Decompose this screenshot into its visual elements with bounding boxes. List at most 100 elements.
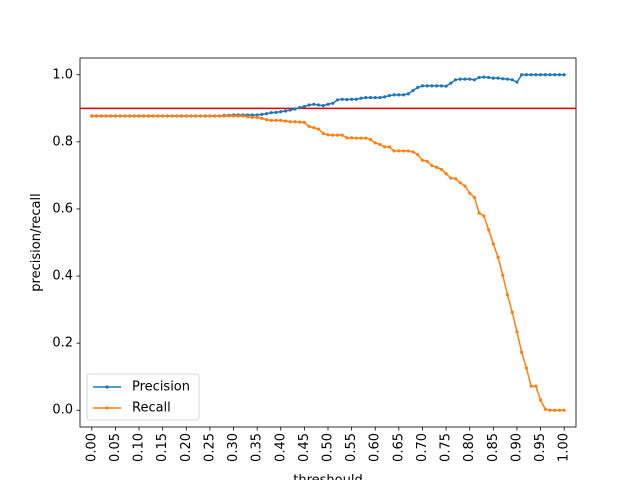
x-tick-label: 0.20 [179, 433, 194, 462]
x-axis: 0.00 0.05 0.10 0.15 0.20 0.25 0.30 0.35 0.40 0.45… [84, 427, 572, 462]
recall-point [307, 124, 311, 129]
y-tick-label: 0.0 [52, 403, 73, 418]
recall-point [170, 114, 174, 118]
precision-point [331, 101, 335, 105]
recall-point [198, 114, 203, 118]
recall-point [184, 114, 188, 118]
precision-point [463, 77, 467, 81]
recall-point [208, 114, 212, 118]
recall-point [463, 184, 467, 188]
recall-point [316, 127, 321, 131]
recall-point [175, 114, 179, 118]
precision-point [515, 80, 519, 84]
recall-legend-marker [105, 406, 109, 410]
recall-point [250, 115, 255, 119]
recall-point [331, 133, 335, 137]
recall-point [321, 131, 325, 136]
recall-point [312, 126, 316, 130]
recall-point [264, 118, 269, 122]
precision-point [279, 110, 283, 114]
recall-point [246, 115, 250, 119]
precision-point [359, 96, 363, 100]
recall-point [520, 350, 524, 354]
recall-point [283, 119, 288, 123]
precision-point [250, 113, 255, 117]
x-axis-label: threshould [293, 473, 362, 480]
recall-point [501, 273, 505, 277]
precision-point [487, 75, 491, 80]
precision-point [444, 84, 448, 88]
recall-point [123, 114, 127, 118]
precision-point [350, 97, 354, 101]
recall-point [529, 384, 533, 388]
recall-point [213, 114, 217, 118]
recall-point [217, 114, 221, 118]
x-tick-label: 0.30 [226, 433, 241, 462]
precision-point [321, 104, 325, 108]
precision-point [383, 95, 387, 99]
x-tick-label: 0.60 [368, 433, 383, 462]
x-tick-label: 0.80 [462, 433, 477, 462]
x-tick-label: 0.70 [415, 433, 430, 462]
recall-point [118, 114, 122, 118]
precision-point [468, 77, 472, 81]
precision-point [534, 73, 538, 77]
series-layer [90, 73, 566, 412]
precision-point [392, 93, 396, 97]
recall-point [99, 114, 103, 118]
x-tick-label: 0.05 [108, 433, 123, 462]
recall-point [113, 114, 118, 118]
precision-point [482, 75, 486, 79]
y-axis: 0.0 0.2 0.4 0.6 0.8 1.0 [52, 67, 80, 418]
precision-legend-label: Precision [132, 380, 190, 395]
recall-point [222, 114, 226, 118]
x-tick-label: 0.90 [509, 433, 524, 462]
precision-point [274, 110, 278, 114]
precision-point [312, 102, 316, 106]
precision-point [491, 76, 495, 80]
x-tick-label: 0.15 [155, 433, 170, 462]
precision-point [430, 84, 434, 88]
recall-point [401, 149, 406, 153]
y-axis-label: precision/recall [29, 193, 44, 291]
x-tick-label: 0.45 [297, 433, 312, 462]
precision-point [364, 95, 368, 100]
recall-point [132, 114, 136, 118]
recall-point [449, 176, 453, 180]
precision-point [293, 107, 297, 111]
precision-point [435, 84, 439, 88]
precision-point [255, 113, 259, 117]
precision-legend-marker [105, 385, 109, 389]
recall-point [553, 408, 557, 412]
x-tick-label: 0.65 [391, 433, 406, 462]
precision-point [477, 75, 481, 80]
recall-point [269, 118, 273, 122]
recall-point [350, 136, 354, 140]
recall-point [392, 149, 396, 153]
precision-point [520, 73, 524, 77]
recall-point [435, 165, 439, 169]
recall-point [444, 172, 448, 176]
x-tick-label: 0.10 [132, 433, 147, 462]
precision-point [458, 77, 462, 81]
precision-point [420, 84, 425, 88]
x-tick-label: 0.40 [273, 433, 288, 462]
precision-point [557, 73, 562, 77]
x-tick-label: 1.00 [557, 433, 572, 462]
precision-point [298, 106, 302, 110]
precision-point [548, 73, 552, 77]
recall-point [241, 114, 245, 118]
recall-point [387, 145, 392, 149]
x-tick-label: 0.50 [321, 433, 336, 462]
recall-legend-label: Recall [132, 401, 171, 416]
recall-point [439, 167, 443, 171]
precision-point [529, 73, 533, 77]
precision-point [425, 84, 429, 88]
x-tick-label: 0.35 [250, 433, 265, 462]
precision-point [496, 76, 500, 80]
recall-point [298, 120, 302, 124]
y-tick-label: 0.8 [52, 134, 73, 149]
recall-point [335, 133, 340, 137]
precision-point [406, 92, 410, 96]
